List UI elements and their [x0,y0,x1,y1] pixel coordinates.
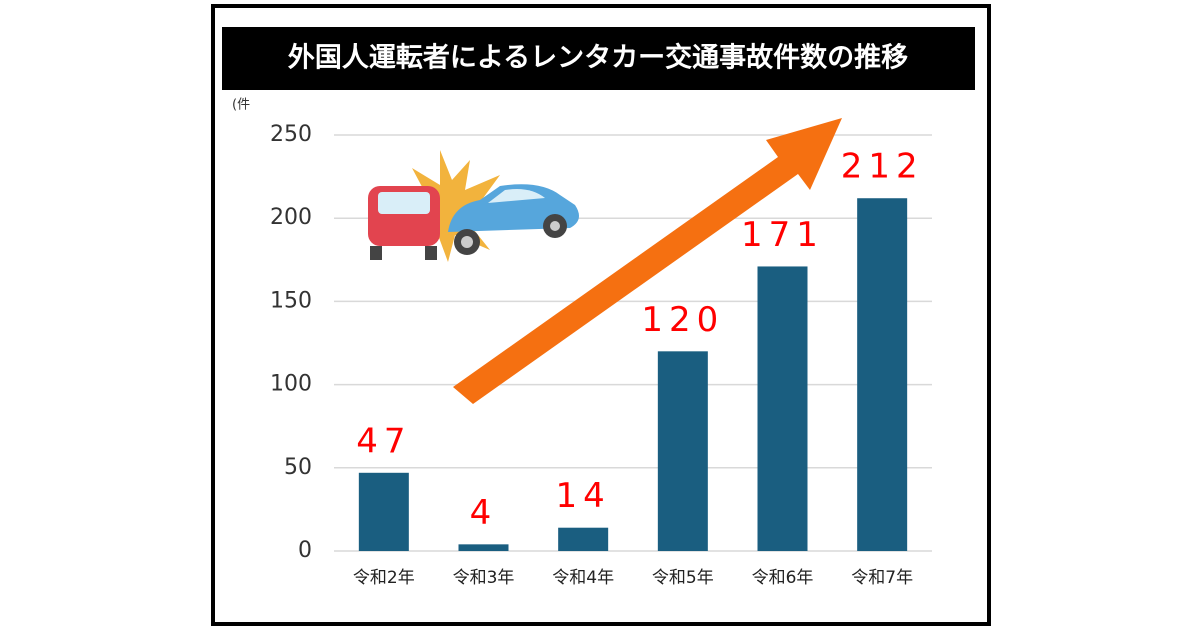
y-tick-label: 250 [270,122,312,147]
x-tick-label: 令和6年 [752,568,814,588]
bar [657,351,708,551]
value-label: 120 [641,300,724,340]
bar [358,472,409,551]
value-label: 4 [470,493,498,533]
value-label: 14 [556,476,611,516]
bar [558,527,609,551]
trend-arrow [453,118,842,404]
x-tick-label: 令和3年 [453,568,515,588]
bar [757,266,808,551]
y-tick-label: 50 [284,455,312,480]
y-tick-label: 100 [270,372,312,397]
y-tick-label: 0 [298,538,312,563]
crash-illustration [368,150,579,262]
y-tick-label: 200 [270,205,312,230]
x-tick-label: 令和4年 [552,568,614,588]
bar [458,544,509,551]
y-tick-label: 150 [270,288,312,313]
x-tick-label: 令和5年 [652,568,714,588]
plot: 0 50 100 150 200 250 令和2年 47 令和3年 4 令和4年 14 令和5年 120 令… [270,122,932,588]
bar [857,198,908,551]
value-label: 171 [741,215,824,255]
chart-title: 外国人運転者によるレンタカー交通事故件数の推移 [288,42,908,74]
title-box [222,27,975,90]
value-label: 212 [841,147,924,187]
value-label: 47 [356,421,411,461]
x-tick-label: 令和2年 [353,568,415,588]
x-tick-label: 令和7年 [851,568,913,588]
unit-label: (件 [232,98,250,113]
